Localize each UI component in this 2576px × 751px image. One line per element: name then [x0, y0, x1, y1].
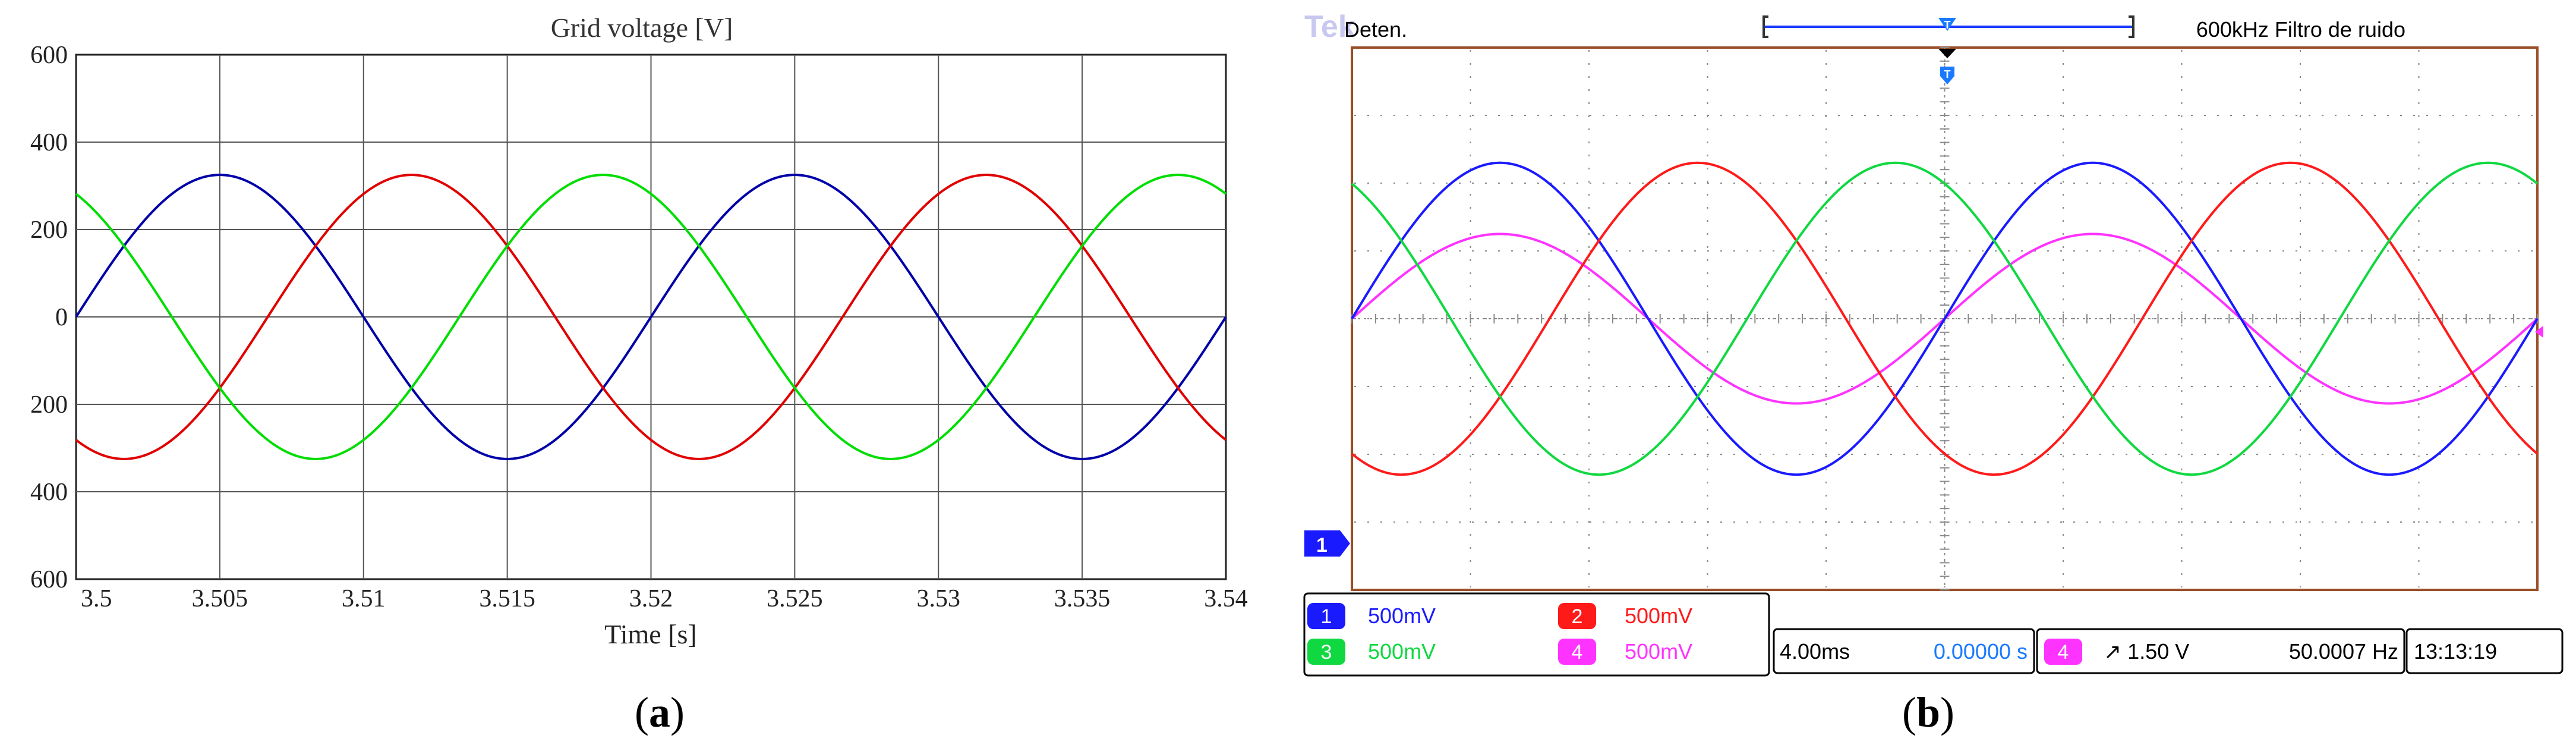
- ch2-badge: [1558, 603, 1596, 629]
- clock-readout: 13:13:19: [2414, 639, 2497, 664]
- ch4-scale: 500mV: [1625, 639, 1692, 664]
- x-tick-label: 3.535: [1054, 585, 1111, 612]
- ch1-ground-marker-label: 1: [1316, 534, 1328, 557]
- scope-status: Deten.: [1344, 17, 1407, 42]
- timebase-value: 4.00ms: [1780, 639, 1850, 664]
- x-tick-label: 3.51: [342, 585, 386, 612]
- ch3-badge-label: 3: [1321, 641, 1332, 664]
- ch4-badge: [1558, 639, 1596, 665]
- ch1-scale: 500mV: [1368, 604, 1436, 628]
- x-tick-label: 3.505: [192, 585, 248, 612]
- ch3-scale: 500mV: [1368, 639, 1436, 664]
- y-tick-label: 200: [30, 391, 68, 419]
- timebase-box: [1773, 628, 2035, 674]
- trigger-position-marker: T: [1938, 49, 1956, 84]
- ch4-readout: 4 500mV: [1558, 639, 1692, 665]
- y-tick-label: 600: [30, 566, 68, 593]
- grid-voltage-series-1: [75, 174, 1227, 460]
- y-tick-label: 600: [30, 42, 68, 69]
- frequency-readout: 50.0007 Hz: [2289, 639, 2398, 664]
- trigger-point-icon: [1940, 67, 1954, 84]
- panel-a-caption-letter: a: [649, 689, 670, 736]
- x-tick-label: 3.515: [479, 585, 535, 612]
- panel-a-x-axis-label: Time [s]: [604, 619, 697, 649]
- panel-b-caption-open: (: [1902, 689, 1916, 736]
- panel-a-caption: (a): [635, 689, 685, 736]
- panel-a: Grid voltage [V] 600 400 200 0 200 400 600 3.5…: [30, 12, 1248, 736]
- ch2-badge-label: 2: [1572, 605, 1583, 628]
- panel-b-caption-close: ): [1940, 689, 1954, 736]
- x-tick-label: 3.525: [767, 585, 823, 612]
- y-tick-label: 200: [30, 216, 68, 244]
- panel-a-series: [75, 174, 1227, 460]
- channel-info-box: [1303, 592, 1770, 677]
- x-tick-label: 3.53: [917, 585, 961, 612]
- record-position-bar: T: [1762, 15, 2134, 38]
- y-tick-label: 0: [55, 304, 68, 331]
- ch4-badge-label: 4: [1572, 641, 1583, 664]
- trigger-channel-label: 4: [2058, 641, 2069, 664]
- panel-a-caption-open: (: [635, 689, 649, 736]
- clock-box: [2405, 628, 2564, 674]
- x-tick-label: 3.52: [629, 585, 673, 612]
- trigger-box: [2036, 628, 2405, 674]
- record-marker-label: T: [1944, 19, 1951, 31]
- scope-trace-ch1: [1351, 161, 2539, 476]
- trigger-level-value: ↗ 1.50 V: [2104, 639, 2189, 664]
- trigger-arrow-icon: [1938, 49, 1956, 58]
- scope-brand-logo: Tek: [1304, 10, 1355, 44]
- panel-a-x-ticks: 3.5 3.505 3.51 3.515 3.52 3.525 3.53 3.535 3.54: [81, 585, 1248, 612]
- panel-b: Tek Deten. T 600kHz Filtro de ruido T 1: [1303, 10, 2564, 736]
- ch1-readout: 1 500mV: [1307, 603, 1436, 629]
- panel-a-y-ticks: 600 400 200 0 200 400 600: [30, 42, 68, 593]
- y-tick-label: 400: [30, 129, 68, 156]
- scope-traces: [1351, 161, 2539, 476]
- record-bar-left-bracket: [1762, 15, 1768, 38]
- ch2-scale: 500mV: [1625, 604, 1692, 628]
- grid-voltage-series-2: [75, 174, 1227, 460]
- scope-trace-ch3: [1351, 161, 2539, 476]
- scope-filter-setting: 600kHz Filtro de ruido: [2196, 17, 2405, 42]
- ch1-badge: [1307, 603, 1345, 629]
- panel-b-caption-letter: b: [1916, 689, 1940, 736]
- ch1-ground-marker-icon: [1304, 530, 1350, 557]
- ch2-readout: 2 500mV: [1558, 603, 1692, 629]
- ch3-readout: 3 500mV: [1307, 639, 1436, 665]
- panel-b-caption: (b): [1902, 689, 1954, 736]
- trigger-point-label: T: [1944, 68, 1951, 80]
- grid-voltage-series-3: [75, 174, 1227, 460]
- trigger-channel-badge: [2044, 639, 2082, 665]
- ch1-badge-label: 1: [1321, 605, 1332, 628]
- ch3-badge: [1307, 639, 1345, 665]
- trigger-position-value: 0.00000 s: [1934, 639, 2028, 664]
- record-bar-right-bracket: [2129, 15, 2134, 38]
- scope-trace-ch2: [1351, 161, 2539, 476]
- record-position-marker-icon: [1938, 18, 1956, 31]
- trigger-level-marker-icon: [2535, 326, 2543, 338]
- y-tick-label: 400: [30, 479, 68, 506]
- x-tick-label: 3.54: [1204, 585, 1248, 612]
- ch1-ground-marker: 1: [1304, 530, 1350, 557]
- panel-a-title: Grid voltage [V]: [551, 12, 733, 43]
- x-tick-label: 3.5: [81, 585, 112, 612]
- panel-a-caption-close: ): [670, 689, 685, 736]
